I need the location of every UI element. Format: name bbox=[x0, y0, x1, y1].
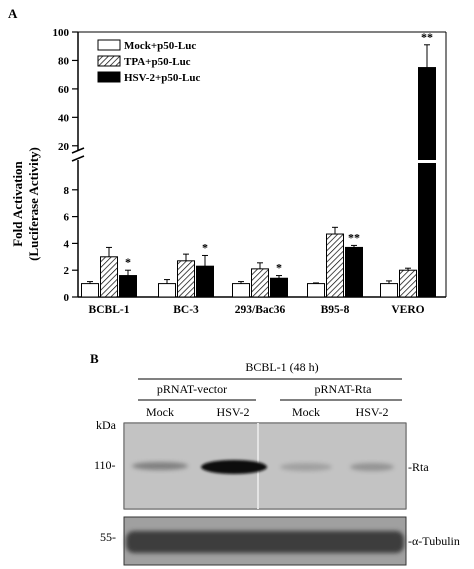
bar bbox=[270, 277, 288, 298]
rta-band-lane-4 bbox=[350, 463, 394, 471]
axis-break-mark-lower bbox=[71, 155, 85, 162]
bar bbox=[380, 283, 398, 298]
panel-a-label: A bbox=[8, 6, 18, 21]
legend-swatch bbox=[97, 55, 121, 67]
x-category-label: BCBL-1 bbox=[89, 304, 130, 316]
y-tick-label: 2 bbox=[64, 265, 70, 277]
lane-label-3: Mock bbox=[292, 405, 320, 419]
marker-55: 55- bbox=[100, 530, 116, 544]
significance-mark: * bbox=[202, 240, 208, 254]
panel-a: A Fold Activation (Luciferase Activity) … bbox=[8, 6, 447, 316]
bar bbox=[307, 283, 325, 298]
y-tick-label: 8 bbox=[64, 185, 70, 197]
significance-mark: ** bbox=[348, 230, 360, 244]
y-tick-label: 4 bbox=[64, 238, 70, 250]
rta-band-lane-1 bbox=[132, 462, 188, 470]
x-category-label: 293/Bac36 bbox=[235, 304, 286, 316]
bar bbox=[158, 283, 176, 298]
y-tick-label: 100 bbox=[53, 27, 70, 39]
y-tick-label: 0 bbox=[64, 292, 70, 304]
y-axis-title: Fold Activation (Luciferase Activity) bbox=[10, 147, 41, 261]
bar bbox=[326, 233, 344, 298]
kda-label: kDa bbox=[96, 418, 117, 432]
group-label-rta: pRNAT-Rta bbox=[315, 382, 373, 396]
bar bbox=[196, 265, 214, 298]
lane-label-1: Mock bbox=[146, 405, 174, 419]
significance-mark: ** bbox=[421, 30, 433, 44]
rta-band-lane-3 bbox=[280, 463, 332, 471]
y-tick-label: 6 bbox=[64, 212, 70, 224]
x-category-label: VERO bbox=[391, 304, 424, 316]
bar bbox=[177, 260, 195, 298]
x-categories: BCBL-1 BC-3 293/Bac36 B95-8 VERO bbox=[89, 304, 425, 316]
bar bbox=[100, 256, 118, 298]
y-axis-title-line-2: (Luciferase Activity) bbox=[26, 147, 41, 261]
x-category-label: B95-8 bbox=[321, 304, 350, 316]
blot-header: BCBL-1 (48 h) bbox=[245, 360, 318, 374]
significance-mark: * bbox=[125, 255, 131, 269]
y-tick-label: 80 bbox=[58, 55, 70, 67]
bar bbox=[345, 246, 363, 298]
panel-b: B BCBL-1 (48 h) pRNAT-vector pRNAT-Rta M… bbox=[90, 351, 460, 566]
bars: ******* bbox=[81, 30, 437, 298]
legend: Mock+p50-Luc TPA+p50-Luc HSV-2+p50-Luc bbox=[97, 39, 200, 84]
bar bbox=[418, 162, 436, 298]
row-label-tubulin: -α-Tubulin bbox=[408, 534, 460, 548]
y-ticks: 0 2 4 6 8 20 40 60 80 100 bbox=[53, 27, 78, 304]
rta-band-lane-2 bbox=[201, 460, 267, 474]
tubulin-band bbox=[126, 531, 404, 553]
legend-label: Mock+p50-Luc bbox=[124, 40, 196, 52]
x-category-label: BC-3 bbox=[173, 304, 199, 316]
row-label-rta: -Rta bbox=[408, 460, 429, 474]
legend-swatch bbox=[97, 39, 121, 51]
group-label-vector: pRNAT-vector bbox=[157, 382, 227, 396]
bar bbox=[418, 67, 436, 164]
bar bbox=[399, 269, 417, 298]
tubulin-blot bbox=[123, 516, 407, 566]
legend-label: HSV-2+p50-Luc bbox=[124, 72, 200, 84]
bar bbox=[251, 268, 269, 298]
bar bbox=[81, 283, 99, 298]
marker-110: 110- bbox=[94, 458, 116, 472]
y-tick-label: 20 bbox=[58, 141, 70, 153]
lane-label-4: HSV-2 bbox=[356, 405, 389, 419]
legend-swatch bbox=[97, 71, 121, 83]
rta-blot bbox=[123, 422, 407, 510]
bar bbox=[119, 275, 137, 298]
y-axis-title-line-1: Fold Activation bbox=[10, 160, 25, 246]
significance-mark: * bbox=[276, 261, 282, 275]
y-tick-label: 40 bbox=[58, 112, 70, 124]
panel-b-label: B bbox=[90, 351, 99, 366]
bar-break-gap bbox=[417, 160, 437, 163]
bar bbox=[232, 283, 250, 298]
axis-break-mark-upper bbox=[71, 147, 85, 154]
lane-label-2: HSV-2 bbox=[217, 405, 250, 419]
y-tick-label: 60 bbox=[58, 84, 70, 96]
legend-label: TPA+p50-Luc bbox=[124, 56, 191, 68]
